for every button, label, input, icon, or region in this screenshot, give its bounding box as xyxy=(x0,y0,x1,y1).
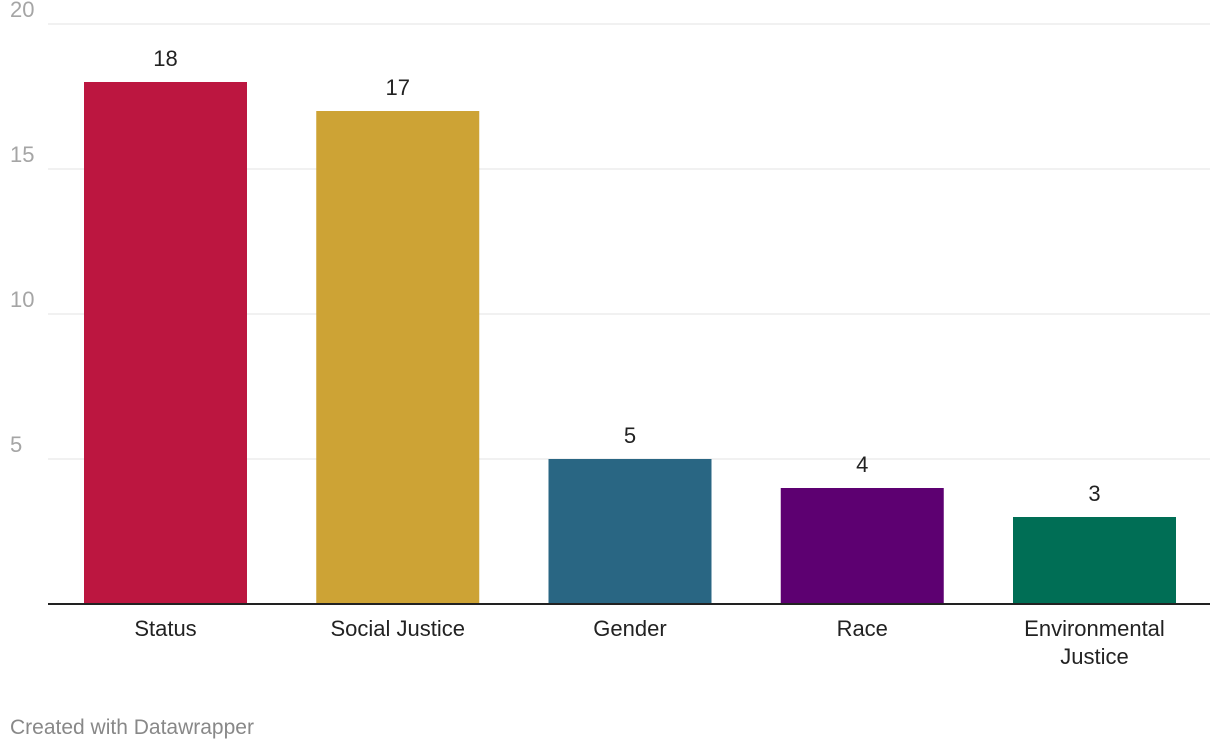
x-category-label: Status xyxy=(134,616,196,641)
y-tick-label: 5 xyxy=(10,432,22,457)
bar-value-label: 5 xyxy=(624,423,636,448)
bar xyxy=(316,111,480,604)
bar xyxy=(548,459,712,604)
bar xyxy=(780,488,944,604)
x-category-label: Gender xyxy=(593,616,666,641)
bar-value-label: 17 xyxy=(386,75,410,100)
x-category-label: Social Justice xyxy=(330,616,465,641)
y-tick-label: 20 xyxy=(10,0,34,22)
bar xyxy=(1013,517,1176,604)
bar xyxy=(84,82,247,604)
bar-value-label: 3 xyxy=(1088,481,1100,506)
bar-value-label: 4 xyxy=(856,452,868,477)
bar-chart: 5 10 15 20 18 Status 17 Social Justice 5 Gender 4 R… xyxy=(10,0,1210,669)
y-tick-label: 10 xyxy=(10,287,34,312)
x-category-label: Justice xyxy=(1060,644,1128,669)
bar-value-label: 18 xyxy=(153,46,177,71)
y-tick-label: 15 xyxy=(10,142,34,167)
x-category-label: Race xyxy=(837,616,888,641)
x-category-label: Environmental xyxy=(1024,616,1165,641)
datawrapper-credit: Created with Datawrapper xyxy=(10,716,254,739)
